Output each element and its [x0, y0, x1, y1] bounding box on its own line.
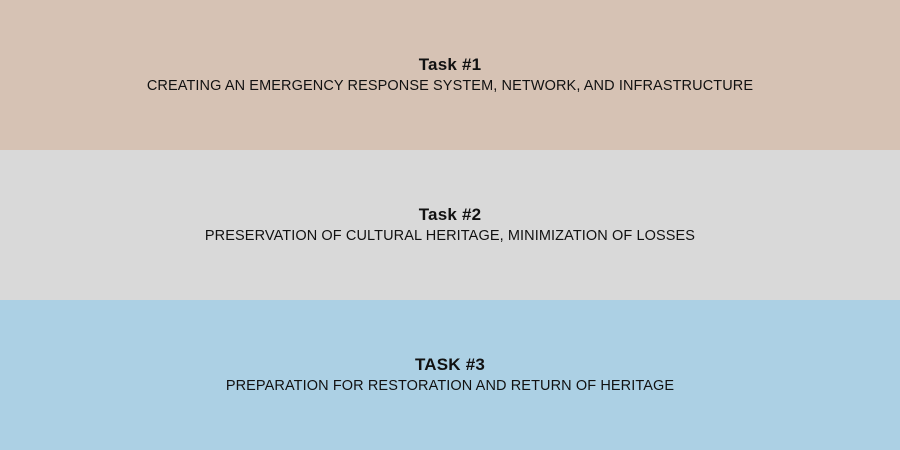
- task-title: Task #1: [418, 55, 482, 74]
- task-description: PREPARATION FOR RESTORATION AND RETURN O…: [225, 378, 675, 394]
- task-description: PRESERVATION OF CULTURAL HERITAGE, MINIM…: [204, 228, 696, 244]
- task-description: CREATING AN EMERGENCY RESPONSE SYSTEM, N…: [146, 78, 754, 94]
- task-band-1: Task #1 CREATING AN EMERGENCY RESPONSE S…: [0, 0, 900, 150]
- task-title: Task #2: [418, 205, 482, 224]
- task-band-3: TASK #3 PREPARATION FOR RESTORATION AND …: [0, 300, 900, 450]
- task-title: TASK #3: [414, 355, 486, 374]
- task-band-2: Task #2 PRESERVATION OF CULTURAL HERITAG…: [0, 150, 900, 300]
